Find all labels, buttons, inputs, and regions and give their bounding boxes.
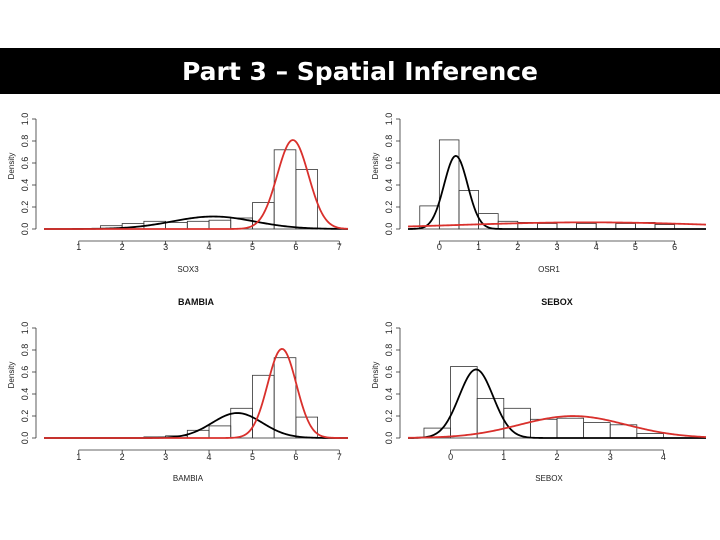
histogram-bar <box>556 417 585 439</box>
y-tick-label: 0.4 <box>384 179 394 192</box>
x-tick-label: 4 <box>594 242 599 252</box>
y-tick-label: 1.0 <box>20 322 30 335</box>
y-tick-label: 1.0 <box>384 322 394 335</box>
histogram-bar <box>595 221 617 230</box>
x-tick-label: 2 <box>120 242 125 252</box>
x-tick-label: 5 <box>250 242 255 252</box>
chart-panel-4: SEBOX 0.0 0.2 0.4 0.6 0.8 1.0 Density 0 1 2 3 4 SEBOX <box>371 297 707 483</box>
x-tick-label: 6 <box>293 452 298 462</box>
y-tick-label: 1.0 <box>20 113 30 126</box>
x-tick-label: 7 <box>337 452 342 462</box>
x-tick-label: 6 <box>293 242 298 252</box>
y-tick-label: 0.2 <box>20 201 30 214</box>
y-tick-label: 0.8 <box>20 135 30 148</box>
slide-title: Part 3 – Spatial Inference <box>181 56 539 86</box>
y-axis-label: Density <box>7 362 16 389</box>
x-tick-label: 6 <box>672 242 677 252</box>
chart-panel-2: 0.0 0.2 0.4 0.6 0.8 1.0 Density 0 1 2 3 4 5 6 OSR1 <box>371 113 707 274</box>
y-tick-label: 0.6 <box>20 366 30 379</box>
density-curve-1 <box>407 154 706 230</box>
y-tick-label: 0.2 <box>384 410 394 423</box>
x-axis-label: SEBOX <box>535 474 563 483</box>
y-tick-label: 0.2 <box>20 410 30 423</box>
histogram-bar <box>186 220 210 230</box>
x-tick-label: 3 <box>163 452 168 462</box>
x-tick-label: 7 <box>337 242 342 252</box>
x-tick-label: 2 <box>120 452 125 462</box>
y-axis-label: Density <box>371 362 380 389</box>
x-tick-label: 4 <box>207 452 212 462</box>
x-tick-label: 5 <box>250 452 255 462</box>
y-tick-label: 0.0 <box>384 223 394 236</box>
chart-panel-1: 0.0 0.2 0.4 0.6 0.8 1.0 Density 1 2 3 4 5 6 7 SOX3 <box>7 113 349 274</box>
density-curve-2 <box>44 347 348 439</box>
y-tick-label: 0.4 <box>20 179 30 192</box>
x-tick-label: 3 <box>608 452 613 462</box>
density-curve-1 <box>44 215 349 230</box>
x-tick-label: 1 <box>476 242 481 252</box>
x-tick-label: 3 <box>554 242 559 252</box>
y-axis-label: Density <box>7 153 16 180</box>
y-tick-label: 0.8 <box>384 344 394 357</box>
chart-title: BAMBIA <box>178 297 214 307</box>
y-tick-label: 0.6 <box>384 157 394 170</box>
chart-panel-3: BAMBIA 0.0 0.2 0.4 0.6 0.8 1.0 Density 1 2 3 4 5 6 7 BA… <box>7 297 348 483</box>
y-tick-label: 1.0 <box>384 113 394 126</box>
slide-title-bar: Part 3 – Spatial Inference <box>0 48 720 94</box>
histogram-bar <box>295 169 318 230</box>
density-curve-2 <box>407 221 707 228</box>
y-tick-label: 0.2 <box>384 201 394 214</box>
y-tick-label: 0.6 <box>20 157 30 170</box>
y-tick-label: 0.0 <box>20 432 30 445</box>
x-axis-label: BAMBIA <box>173 474 204 483</box>
x-tick-label: 0 <box>437 242 442 252</box>
x-tick-label: 1 <box>76 452 81 462</box>
histogram-bar <box>165 221 188 230</box>
x-axis-label: SOX3 <box>177 265 199 274</box>
y-tick-label: 0.8 <box>384 135 394 148</box>
density-curve-1 <box>407 368 706 439</box>
x-tick-label: 1 <box>501 452 506 462</box>
histogram-bar <box>529 418 558 439</box>
y-axis-label: Density <box>371 153 380 180</box>
chart-title: SEBOX <box>541 297 573 307</box>
y-tick-label: 0.0 <box>384 432 394 445</box>
density-curve-2 <box>407 415 707 439</box>
histogram-bar <box>273 149 297 230</box>
x-tick-label: 2 <box>554 452 559 462</box>
x-axis-label: OSR1 <box>538 265 560 274</box>
x-tick-label: 0 <box>448 452 453 462</box>
histogram-bar <box>208 219 232 230</box>
histogram-bar <box>273 357 297 439</box>
x-tick-label: 4 <box>207 242 212 252</box>
histogram-bar <box>295 416 318 439</box>
histogram-bar <box>208 425 232 439</box>
x-tick-label: 2 <box>515 242 520 252</box>
y-tick-label: 0.4 <box>384 388 394 401</box>
x-tick-label: 3 <box>163 242 168 252</box>
histogram-bar <box>450 366 478 439</box>
density-curve-2 <box>44 139 349 230</box>
histogram-bar <box>583 422 611 439</box>
x-tick-label: 4 <box>661 452 666 462</box>
histogram-bar <box>438 139 460 230</box>
y-tick-label: 0.8 <box>20 344 30 357</box>
y-tick-label: 0.6 <box>384 366 394 379</box>
x-tick-label: 5 <box>633 242 638 252</box>
y-tick-label: 0.4 <box>20 388 30 401</box>
y-tick-label: 0.0 <box>20 223 30 236</box>
x-tick-label: 1 <box>76 242 81 252</box>
